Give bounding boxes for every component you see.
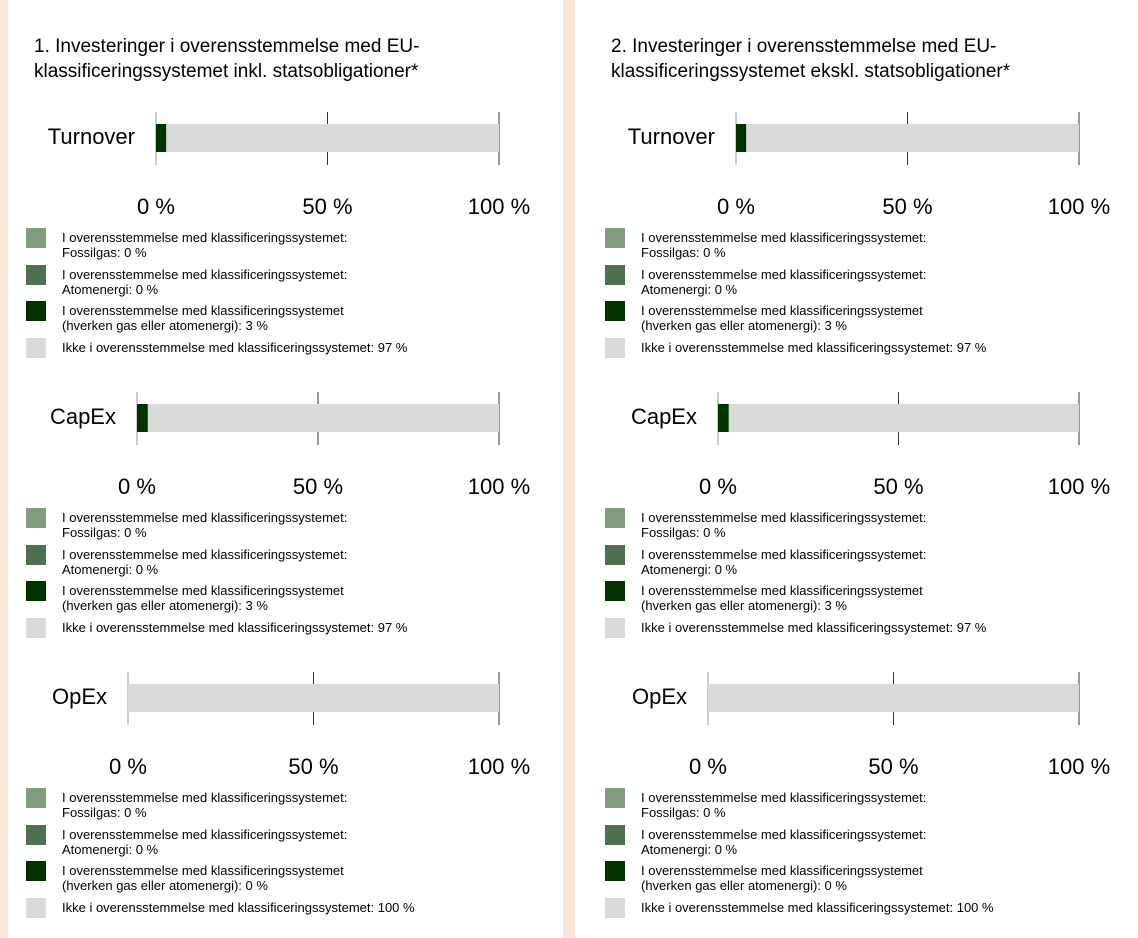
legend-label: I overensstemmelse med klassificeringssy… [641, 303, 923, 333]
legend-swatch [605, 544, 625, 565]
chart: OpEx 0 % 50 % 100 % [52, 672, 530, 779]
legend-swatch [26, 337, 46, 358]
chart: OpEx 0 % 50 % 100 % [632, 672, 1110, 779]
category-label: CapEx [50, 404, 116, 429]
legend-label: Ikke i overensstemmelse med klassificeri… [62, 339, 408, 355]
chart: Turnover 0 % 50 % 100 % [48, 112, 530, 219]
x-tick-label: 50 % [293, 474, 343, 499]
legend-swatch [26, 788, 46, 808]
x-tick-label: 100 % [468, 474, 530, 499]
x-tick-label: 0 % [118, 474, 156, 499]
legend-label: I overensstemmelse med klassificeringssy… [62, 790, 348, 820]
legend-label: I overensstemmelse med klassificeringssy… [641, 863, 923, 893]
legend-swatch [605, 788, 625, 808]
legend-label: I overensstemmelse med klassificeringssy… [641, 230, 927, 260]
legend-swatch [26, 617, 46, 638]
legend-swatch [26, 301, 46, 321]
x-tick-label: 50 % [873, 474, 923, 499]
bar-segment [137, 404, 148, 432]
legend-label: I overensstemmelse med klassificeringssy… [62, 826, 348, 857]
legend-label: I overensstemmelse med klassificeringssy… [641, 510, 927, 540]
legend-swatch [605, 228, 625, 248]
legend-label: I overensstemmelse med klassificeringssy… [641, 583, 923, 613]
bar-segment [147, 404, 500, 432]
legend-label: I overensstemmelse med klassificeringssy… [641, 546, 927, 577]
legend-swatch [26, 264, 46, 285]
legend-swatch [26, 544, 46, 565]
legend-swatch [605, 581, 625, 601]
category-label: Turnover [48, 124, 135, 149]
legend-swatch [605, 508, 625, 528]
legend-label: I overensstemmelse med klassificeringssy… [62, 510, 348, 540]
legend-swatch [605, 337, 625, 358]
category-label: OpEx [52, 684, 107, 709]
legend-label: Ikke i overensstemmelse med klassificeri… [62, 899, 415, 915]
panel: 2. Investeringer i overensstemmelse med … [575, 0, 1138, 938]
bar-segment [156, 124, 167, 152]
panel-title: 2. Investeringer i overensstemmelse med … [611, 36, 1011, 82]
legend-label: I overensstemmelse med klassificeringssy… [62, 266, 348, 297]
panel-title: 1. Investeringer i overensstemmelse med … [34, 36, 420, 82]
legend-swatch [605, 301, 625, 321]
x-tick-label: 100 % [468, 754, 530, 779]
legend-label: I overensstemmelse med klassificeringssy… [641, 790, 927, 820]
legend-label: I overensstemmelse med klassificeringssy… [641, 826, 927, 857]
legend-swatch [26, 508, 46, 528]
x-tick-label: 100 % [1048, 754, 1110, 779]
legend-swatch [605, 617, 625, 638]
x-tick-label: 0 % [699, 474, 737, 499]
bar-segment [128, 684, 499, 712]
category-label: CapEx [631, 404, 697, 429]
legend-swatch [605, 897, 625, 918]
legend-swatch [26, 228, 46, 248]
legend-swatch [26, 861, 46, 881]
x-tick-label: 100 % [1048, 474, 1110, 499]
x-tick-label: 0 % [109, 754, 147, 779]
x-tick-label: 0 % [137, 194, 175, 219]
x-tick-label: 50 % [868, 754, 918, 779]
legend-swatch [605, 824, 625, 845]
chart: CapEx 0 % 50 % 100 % [50, 392, 530, 499]
legend-label: Ikke i overensstemmelse med klassificeri… [62, 619, 408, 635]
bar-segment [736, 124, 747, 152]
panel: 1. Investeringer i overensstemmelse med … [8, 0, 563, 938]
chart: Turnover 0 % 50 % 100 % [628, 112, 1110, 219]
x-tick-label: 50 % [882, 194, 932, 219]
legend-label: I overensstemmelse med klassificeringssy… [62, 863, 344, 893]
legend-label: I overensstemmelse med klassificeringssy… [62, 583, 344, 613]
category-label: Turnover [628, 124, 715, 149]
bar-segment [718, 404, 729, 432]
legend-label: Ikke i overensstemmelse med klassificeri… [641, 619, 987, 635]
legend-swatch [26, 824, 46, 845]
x-tick-label: 100 % [468, 194, 530, 219]
legend-label: I overensstemmelse med klassificeringssy… [62, 230, 348, 260]
bar-segment [746, 124, 1079, 152]
chart: CapEx 0 % 50 % 100 % [631, 392, 1110, 499]
category-label: OpEx [632, 684, 687, 709]
legend-label: I overensstemmelse med klassificeringssy… [62, 546, 348, 577]
bar-segment [708, 684, 1079, 712]
legend-swatch [605, 861, 625, 881]
bar-segment [166, 124, 500, 152]
legend-swatch [26, 581, 46, 601]
x-tick-label: 100 % [1048, 194, 1110, 219]
legend-swatch [605, 264, 625, 285]
bar-segment [728, 404, 1079, 432]
x-tick-label: 50 % [302, 194, 352, 219]
legend-label: I overensstemmelse med klassificeringssy… [62, 303, 344, 333]
x-tick-label: 0 % [689, 754, 727, 779]
x-tick-label: 50 % [288, 754, 338, 779]
legend-swatch [26, 897, 46, 918]
x-tick-label: 0 % [717, 194, 755, 219]
legend-label: Ikke i overensstemmelse med klassificeri… [641, 899, 994, 915]
legend-label: I overensstemmelse med klassificeringssy… [641, 266, 927, 297]
legend-label: Ikke i overensstemmelse med klassificeri… [641, 339, 987, 355]
